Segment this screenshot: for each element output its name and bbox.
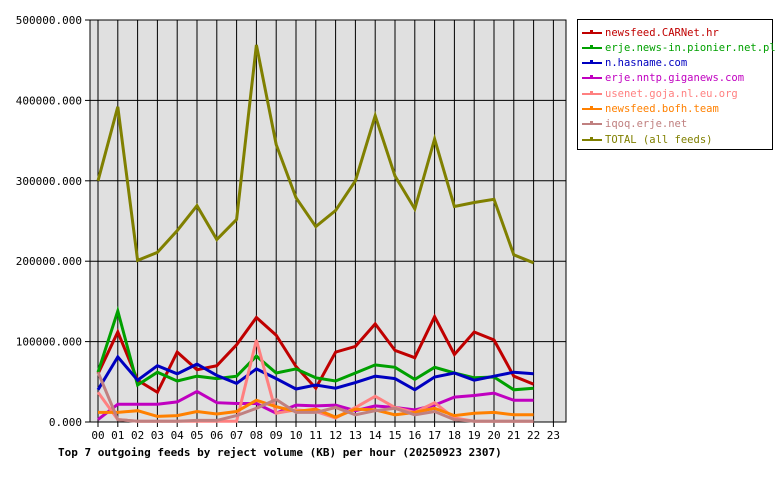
legend-label: usenet.goja.nl.eu.org — [605, 87, 738, 100]
x-tick-label: 00 — [91, 429, 104, 442]
x-tick-label: 15 — [388, 429, 401, 442]
legend-swatch-icon — [582, 90, 602, 95]
x-tick-label: 23 — [547, 429, 560, 442]
x-tick-label: 07 — [230, 429, 243, 442]
y-tick-label: 100000.000 — [16, 336, 82, 349]
x-tick-label: 11 — [309, 429, 322, 442]
chart-title: Top 7 outgoing feeds by reject volume (K… — [58, 446, 502, 459]
y-tick-label: 0.000 — [49, 416, 82, 429]
legend-item: n.hasname.com — [582, 56, 687, 71]
x-tick-label: 01 — [111, 429, 124, 442]
y-axis: 0.000 100000.000 200000.000 300000.000 40000… — [16, 14, 90, 429]
x-tick-label: 03 — [151, 429, 164, 442]
legend-item: erje.news-in.pionier.net.pl — [582, 40, 776, 55]
x-tick-label: 20 — [487, 429, 500, 442]
series-line — [98, 398, 534, 419]
legend-item: iqoq.erje.net — [582, 117, 687, 132]
y-tick-label: 200000.000 — [16, 255, 82, 268]
legend-swatch-icon — [582, 136, 602, 141]
legend-label: newsfeed.bofh.team — [605, 103, 719, 115]
legend-item: newsfeed.bofh.team — [582, 102, 719, 117]
series-lines — [96, 44, 535, 423]
series-line — [96, 313, 535, 395]
legend-swatch-icon — [582, 75, 602, 80]
y-tick-label: 300000.000 — [16, 175, 82, 188]
legend-item: TOTAL (all feeds) — [582, 132, 712, 147]
legend-label: erje.nntp.giganews.com — [605, 72, 745, 85]
legend-swatch-icon — [582, 60, 602, 65]
x-tick-label: 22 — [527, 429, 540, 442]
x-tick-label: 12 — [329, 429, 342, 442]
x-tick-label: 19 — [468, 429, 481, 442]
legend-label: n.hasname.com — [605, 57, 688, 70]
x-tick-label: 13 — [349, 429, 362, 442]
x-tick-label: 06 — [210, 429, 223, 442]
x-axis: 00 01 02 03 04 05 06 07 08 09 10 11 12 13 14 15 16 17 18 19… — [91, 422, 560, 442]
legend-item: usenet.goja.nl.eu.org — [582, 86, 738, 101]
legend-swatch-icon — [582, 106, 602, 110]
x-tick-label: 16 — [408, 429, 421, 442]
x-tick-label: 05 — [190, 429, 203, 442]
legend-swatch-icon — [582, 121, 602, 126]
series-line — [97, 389, 534, 421]
legend-swatch-icon — [582, 29, 602, 34]
legend: newsfeed.CARNet.hr erje.news-in.pionier.n… — [577, 19, 776, 150]
x-tick-label: 18 — [448, 429, 461, 442]
x-tick-label: 08 — [250, 429, 263, 442]
y-tick-label: 400000.000 — [16, 94, 82, 107]
x-tick-label: 17 — [428, 429, 441, 442]
plot-area — [89, 19, 567, 423]
series-line — [96, 371, 534, 423]
x-tick-label: 21 — [507, 429, 520, 442]
legend-swatch-icon — [582, 44, 602, 49]
x-tick-label: 04 — [171, 429, 185, 442]
legend-label: TOTAL (all feeds) — [605, 133, 713, 146]
legend-label: iqoq.erje.net — [605, 118, 688, 131]
legend-label: erje.news-in.pionier.net.pl — [605, 41, 776, 54]
x-tick-label: 14 — [369, 429, 383, 442]
x-tick-label: 02 — [131, 429, 144, 442]
legend-item: newsfeed.CARNet.hr — [582, 25, 719, 40]
series-line — [96, 44, 535, 265]
series-line — [96, 354, 534, 392]
legend-item: erje.nntp.giganews.com — [582, 71, 744, 86]
x-tick-label: 10 — [289, 429, 302, 442]
y-tick-label: 500000.000 — [16, 14, 82, 27]
legend-label: newsfeed.CARNet.hr — [605, 26, 719, 39]
x-tick-label: 09 — [270, 429, 283, 442]
